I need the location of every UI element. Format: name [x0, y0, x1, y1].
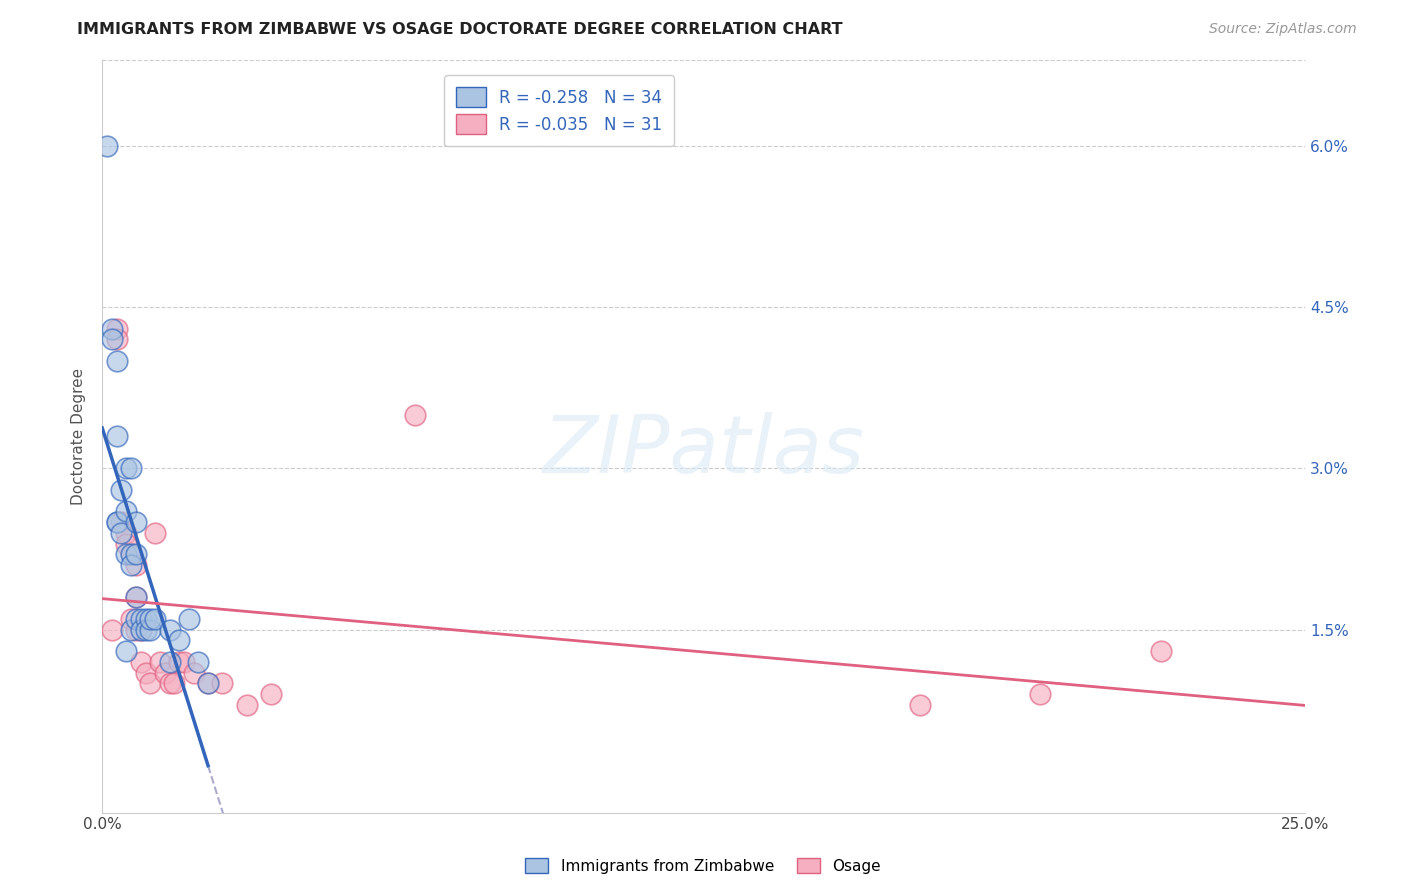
Point — [120, 623, 142, 637]
Point — [139, 676, 162, 690]
Point — [134, 623, 156, 637]
Point — [96, 138, 118, 153]
Point — [159, 623, 181, 637]
Point — [125, 591, 148, 605]
Point — [129, 623, 152, 637]
Point — [1150, 644, 1173, 658]
Point — [120, 612, 142, 626]
Point — [183, 665, 205, 680]
Point — [139, 623, 162, 637]
Point — [159, 676, 181, 690]
Point — [143, 612, 166, 626]
Text: ZIPatlas: ZIPatlas — [543, 412, 865, 490]
Legend: Immigrants from Zimbabwe, Osage: Immigrants from Zimbabwe, Osage — [519, 852, 887, 880]
Point — [125, 623, 148, 637]
Point — [259, 687, 281, 701]
Point — [120, 548, 142, 562]
Point — [110, 515, 132, 529]
Point — [115, 525, 138, 540]
Point — [101, 332, 124, 346]
Point — [105, 321, 128, 335]
Point — [125, 612, 148, 626]
Point — [125, 515, 148, 529]
Point — [125, 558, 148, 573]
Point — [105, 353, 128, 368]
Point — [110, 525, 132, 540]
Point — [105, 515, 128, 529]
Point — [125, 548, 148, 562]
Point — [129, 655, 152, 669]
Point — [159, 655, 181, 669]
Point — [177, 612, 200, 626]
Point — [149, 655, 172, 669]
Point — [197, 676, 219, 690]
Point — [167, 633, 190, 648]
Text: Source: ZipAtlas.com: Source: ZipAtlas.com — [1209, 22, 1357, 37]
Point — [129, 623, 152, 637]
Point — [105, 515, 128, 529]
Point — [143, 525, 166, 540]
Point — [110, 483, 132, 497]
Point — [235, 698, 257, 712]
Point — [129, 612, 152, 626]
Text: IMMIGRANTS FROM ZIMBABWE VS OSAGE DOCTORATE DEGREE CORRELATION CHART: IMMIGRANTS FROM ZIMBABWE VS OSAGE DOCTOR… — [77, 22, 844, 37]
Point — [115, 548, 138, 562]
Point — [105, 429, 128, 443]
Point — [120, 548, 142, 562]
Point — [163, 676, 186, 690]
Point — [197, 676, 219, 690]
Point — [153, 665, 176, 680]
Y-axis label: Doctorate Degree: Doctorate Degree — [72, 368, 86, 505]
Point — [101, 321, 124, 335]
Point — [139, 612, 162, 626]
Point — [134, 612, 156, 626]
Point — [115, 461, 138, 475]
Point — [404, 408, 426, 422]
Point — [908, 698, 931, 712]
Point — [187, 655, 209, 669]
Point — [211, 676, 233, 690]
Point — [1029, 687, 1052, 701]
Point — [101, 623, 124, 637]
Point — [115, 536, 138, 550]
Point — [167, 655, 190, 669]
Point — [115, 504, 138, 518]
Point — [134, 665, 156, 680]
Legend: R = -0.258   N = 34, R = -0.035   N = 31: R = -0.258 N = 34, R = -0.035 N = 31 — [444, 76, 675, 146]
Point — [120, 558, 142, 573]
Point — [173, 655, 195, 669]
Point — [125, 591, 148, 605]
Point — [105, 332, 128, 346]
Point — [120, 461, 142, 475]
Point — [115, 644, 138, 658]
